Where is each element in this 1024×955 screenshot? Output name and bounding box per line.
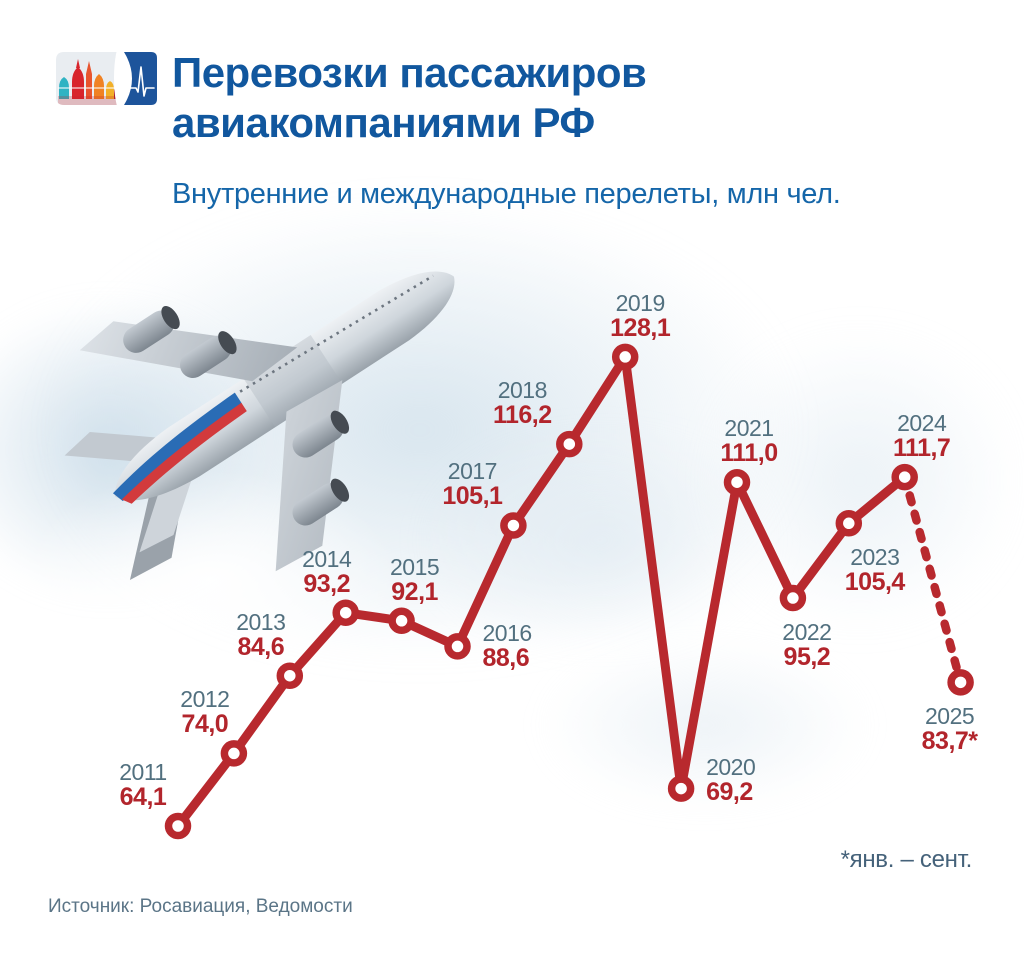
chart-footnote: *янв. – сент. xyxy=(840,846,973,873)
data-point-2012 xyxy=(220,740,248,767)
data-point-2018 xyxy=(556,430,583,458)
data-point-2023 xyxy=(835,510,863,537)
data-point-2011 xyxy=(164,812,192,840)
data-point-2013 xyxy=(276,662,304,689)
data-point-2014 xyxy=(332,599,359,626)
logo-divider xyxy=(114,52,128,105)
pulse-line-icon xyxy=(129,66,155,97)
data-point-2017 xyxy=(500,512,527,539)
source-caption: Источник: Росавиация, Ведомости xyxy=(48,896,353,917)
logo-right-panel xyxy=(124,52,157,105)
data-point-2022 xyxy=(779,584,807,612)
data-point-2020 xyxy=(667,775,695,802)
data-point-2019 xyxy=(611,343,639,371)
vedomosti-logo xyxy=(56,52,157,105)
data-point-2025 xyxy=(947,669,974,696)
data-point-2016 xyxy=(444,633,471,660)
title-line-2: авиакомпаниями РФ xyxy=(172,99,595,146)
data-point-2024 xyxy=(891,463,918,491)
page-subtitle: Внутренние и международные перелеты, млн… xyxy=(172,178,841,210)
page-title: Перевозки пассажиров авиакомпаниями РФ xyxy=(172,48,932,148)
title-line-1: Перевозки пассажиров xyxy=(172,49,647,96)
data-point-2021 xyxy=(723,468,751,496)
forecast-dashed-line xyxy=(900,472,965,687)
data-point-2015 xyxy=(388,607,415,635)
